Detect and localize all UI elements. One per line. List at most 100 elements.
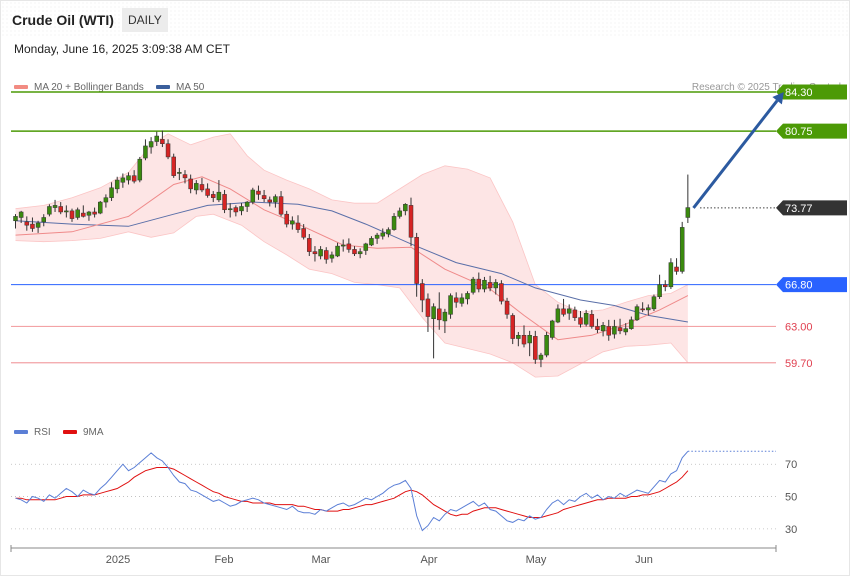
legend-label-rsi: RSI <box>34 427 51 438</box>
candle-body <box>459 297 465 304</box>
candle-body <box>211 194 216 198</box>
bollinger-lower-line <box>15 213 689 378</box>
candle-body <box>256 190 261 195</box>
legend-label-9ma: 9MA <box>83 427 104 438</box>
candle-body <box>109 187 114 198</box>
candle-body <box>98 201 103 214</box>
candle-body <box>244 201 250 207</box>
candle-body <box>86 211 92 216</box>
candle-body <box>222 194 227 211</box>
candle-body <box>233 207 239 213</box>
candle-body <box>510 315 515 339</box>
candle-body <box>527 335 532 344</box>
candle-body <box>30 223 35 229</box>
price-tag-label: 66.80 <box>785 280 813 292</box>
candle-body <box>261 195 267 200</box>
rsi-tick-label: 70 <box>785 459 797 471</box>
candle-body <box>194 183 199 191</box>
candle-body <box>538 354 544 360</box>
candle-body <box>640 308 645 311</box>
legend-label-ma50: MA 50 <box>176 82 205 93</box>
level-label: 63.00 <box>785 321 813 333</box>
timeframe-badge[interactable]: DAILY <box>122 8 168 32</box>
price-tag-last <box>776 200 847 216</box>
ma20-line <box>15 176 689 341</box>
candle-body <box>572 309 578 318</box>
instrument-title: Crude Oil (WTI) <box>12 12 114 28</box>
x-tick-label: Mar <box>312 554 331 566</box>
candle-body <box>301 228 306 238</box>
price-tag-label: 84.30 <box>785 87 813 99</box>
candle-body <box>52 205 58 208</box>
candle-body <box>612 326 617 335</box>
candle-body <box>227 208 233 211</box>
candle-body <box>92 211 97 215</box>
candle-body <box>414 237 419 284</box>
candle-body <box>75 209 80 218</box>
price-tag-label: 80.75 <box>785 126 813 138</box>
candle-body <box>205 188 210 196</box>
candle-body <box>126 175 131 181</box>
candle-body <box>634 306 640 321</box>
candle-body <box>555 308 561 323</box>
price-tag-pivot <box>776 277 847 293</box>
candle-body <box>278 196 284 215</box>
candle-body <box>318 249 323 257</box>
candle-body <box>267 199 272 203</box>
candle-body <box>391 216 397 230</box>
candle-body <box>617 327 623 332</box>
candle-body <box>41 217 46 223</box>
candle-body <box>329 254 335 259</box>
legend-swatch-9ma <box>63 430 77 435</box>
legend-ma50: MA 50 <box>156 82 204 93</box>
candle-body <box>216 191 222 201</box>
candle-body <box>81 212 86 217</box>
rsi-tick-label: 50 <box>785 492 797 504</box>
candle-body <box>239 206 244 212</box>
bollinger-band-fill <box>15 133 688 378</box>
candle-body <box>550 320 555 338</box>
candle-body <box>324 250 329 260</box>
candle-body <box>290 220 295 225</box>
candle-body <box>165 143 171 158</box>
candle-body <box>380 232 385 237</box>
candle-body <box>369 238 374 246</box>
candle-body <box>131 175 137 182</box>
candle-body <box>13 216 18 222</box>
timestamp: Monday, June 16, 2025 3:09:38 AM CET <box>14 42 230 56</box>
candle-body <box>589 314 595 327</box>
candle-body <box>465 293 470 300</box>
candle-body <box>171 156 176 176</box>
legend-swatch-rsi <box>14 430 28 435</box>
candle-body <box>199 184 205 191</box>
candle-body <box>453 297 459 303</box>
price-tag-resistance <box>776 123 847 139</box>
candle-body <box>340 244 346 247</box>
candle-body <box>668 262 674 288</box>
projection-arrow-line <box>692 99 779 209</box>
candle-body <box>148 141 154 148</box>
candle-body <box>346 243 352 250</box>
candle-body <box>250 189 256 203</box>
candle-body <box>482 279 487 290</box>
candle-body <box>363 243 369 251</box>
candle-body <box>47 206 52 215</box>
candle-body <box>437 308 442 321</box>
candle-body <box>606 326 611 336</box>
candle-body <box>544 335 549 356</box>
candle-body <box>352 249 357 255</box>
candle-body <box>177 172 182 174</box>
candle-body <box>578 317 583 325</box>
candle-body <box>583 312 589 325</box>
candle-body <box>120 177 126 183</box>
candle-body <box>516 335 521 339</box>
rsi-tick-label: 30 <box>785 524 797 536</box>
candle-body <box>18 211 24 218</box>
legend-9ma: 9MA <box>63 427 104 438</box>
rsi-9ma-line <box>15 467 689 518</box>
candle-body <box>397 210 402 217</box>
candle-body <box>425 298 431 317</box>
legend-rsi: RSI <box>14 427 51 438</box>
